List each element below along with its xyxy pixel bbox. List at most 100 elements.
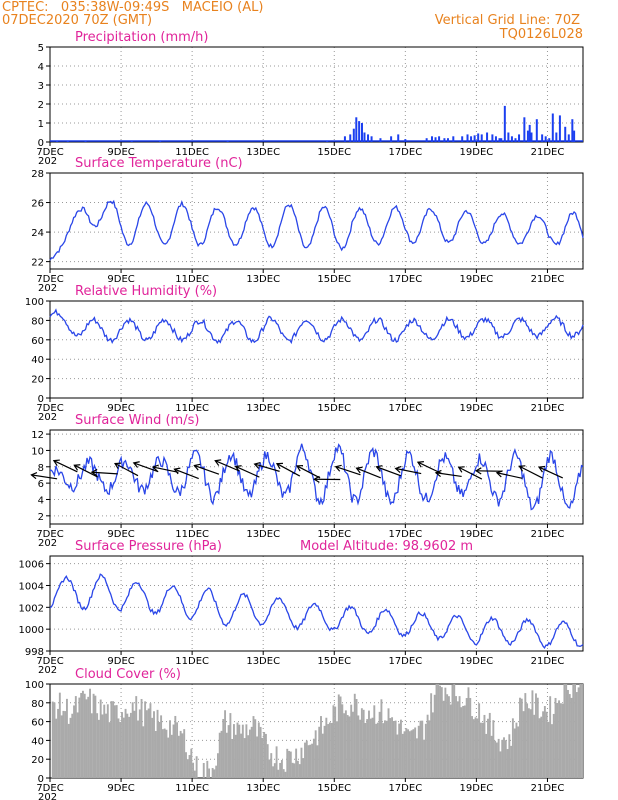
wind-vector [519, 465, 543, 479]
cloud-cover-bar [389, 718, 392, 778]
precip-bar [573, 130, 576, 142]
precip-bar [360, 123, 363, 142]
x-tick-label: 11DEC [175, 783, 209, 794]
precip-bar [544, 136, 547, 142]
cloud-cover-bar [430, 693, 433, 778]
cloud-cover-bar [519, 697, 521, 778]
wind-vector-head [132, 461, 140, 468]
cloud-cover-bar [426, 714, 429, 778]
cloud-cover-bar [289, 751, 292, 778]
cloud-cover-bar [291, 762, 294, 778]
cloud-cover-bar [520, 698, 523, 778]
cloud-cover-bar [55, 718, 58, 778]
cloud-cover-bar [140, 698, 143, 778]
cloud-cover-bar [53, 702, 56, 778]
cloud-cover-bar [563, 684, 566, 778]
y-tick-label: 80 [31, 699, 44, 710]
x-tick-label: 9DEC [107, 529, 134, 540]
y-tick-label: 12 [31, 430, 44, 441]
y-tick-label: 5 [38, 43, 44, 54]
wind-vector [194, 464, 220, 475]
precip-bar [558, 115, 561, 142]
header-code: TQ0126L028 [499, 27, 583, 42]
wind-vector [152, 466, 179, 473]
cloud-cover-bar [337, 694, 340, 778]
cloud-cover-bar [57, 708, 60, 778]
cloud-cover-bar [279, 762, 282, 778]
y-tick-label: 4 [38, 62, 44, 73]
cloud-cover-bar [357, 715, 360, 778]
cloud-cover-bar [524, 693, 527, 778]
precip-bar [518, 134, 521, 142]
x-tick-label: 19DEC [460, 656, 494, 667]
cloud-cover-bar [481, 722, 484, 778]
cloud-cover-bar [392, 721, 395, 778]
x-tick-label: 9DEC [107, 656, 134, 667]
cloud-cover-bar [298, 764, 301, 778]
precip-bar [379, 138, 382, 142]
x-tick-label: 13DEC [246, 274, 280, 285]
cloud-cover-bar [80, 692, 83, 778]
wind-vector [114, 462, 139, 477]
y-tick-label: 1000 [19, 625, 44, 636]
cloud-cover-bar [561, 703, 564, 778]
cloud-cover-bar [206, 760, 209, 778]
cloud-cover-bar [543, 706, 546, 778]
cloud-cover-bar [369, 718, 372, 778]
cloud-cover-bar [261, 737, 264, 778]
wind-vector [74, 464, 98, 478]
wind-vector-head [394, 465, 402, 473]
rh-line [49, 308, 584, 345]
cloud-cover-bar [112, 701, 115, 778]
cloud-cover-bar [417, 725, 420, 778]
x-year-label: 202 [38, 156, 57, 167]
cloud-cover-bar [92, 693, 95, 778]
cloud-cover-bar [307, 745, 310, 778]
precip-bar [397, 134, 400, 142]
cloud-cover-bar [574, 684, 577, 778]
precip-bar [494, 136, 497, 142]
precip-bar [571, 119, 574, 142]
cloud-cover-bar [522, 711, 525, 778]
x-tick-label: 13DEC [246, 783, 280, 794]
y-tick-label: 1002 [19, 603, 44, 614]
wind-vector-head [114, 462, 122, 469]
cloud-cover-bar [447, 696, 450, 778]
precip-bar [363, 132, 366, 142]
cloud-cover-bar [135, 696, 138, 778]
cloud-cover-bar [373, 705, 376, 778]
y-tick-label: 80 [31, 316, 44, 327]
cloud-cover-bar [565, 684, 568, 778]
cloud-cover-bar [311, 743, 314, 778]
wind-vector [174, 468, 199, 480]
wind-vector [376, 466, 402, 477]
wind-vector [356, 467, 381, 479]
cloud-cover-bar [234, 734, 237, 778]
cloud-cover-bar [257, 722, 260, 778]
cloud-cover-bar [508, 734, 511, 778]
cloud-cover-bar [428, 720, 431, 778]
x-tick-label: 11DEC [175, 274, 209, 285]
cloud-cover-bar [131, 702, 134, 778]
x-tick-label: 21DEC [531, 783, 565, 794]
cloud-cover-bar [272, 766, 274, 778]
cloud-cover-bar [305, 740, 308, 778]
cloud-cover-bar [435, 684, 438, 778]
cloud-cover-bar [153, 711, 155, 778]
y-tick-label: 0 [38, 774, 44, 785]
cloud-cover-bar [144, 701, 147, 778]
cloud-cover-bar [282, 769, 285, 778]
cloud-cover-bar [495, 742, 498, 778]
cloud-cover-bar [419, 720, 422, 778]
precip-bar [390, 136, 393, 142]
precip-bar [510, 136, 513, 142]
wind-vector-head [295, 464, 304, 472]
precip-bar [461, 136, 464, 142]
cloud-cover-bar [117, 718, 120, 778]
cloud-cover-bar [254, 719, 257, 778]
panel-title: Surface Pressure (hPa) [75, 539, 222, 554]
cloud-cover-bar [348, 716, 351, 778]
x-tick-label: 17DEC [388, 147, 422, 158]
cloud-cover-bar [284, 771, 287, 778]
